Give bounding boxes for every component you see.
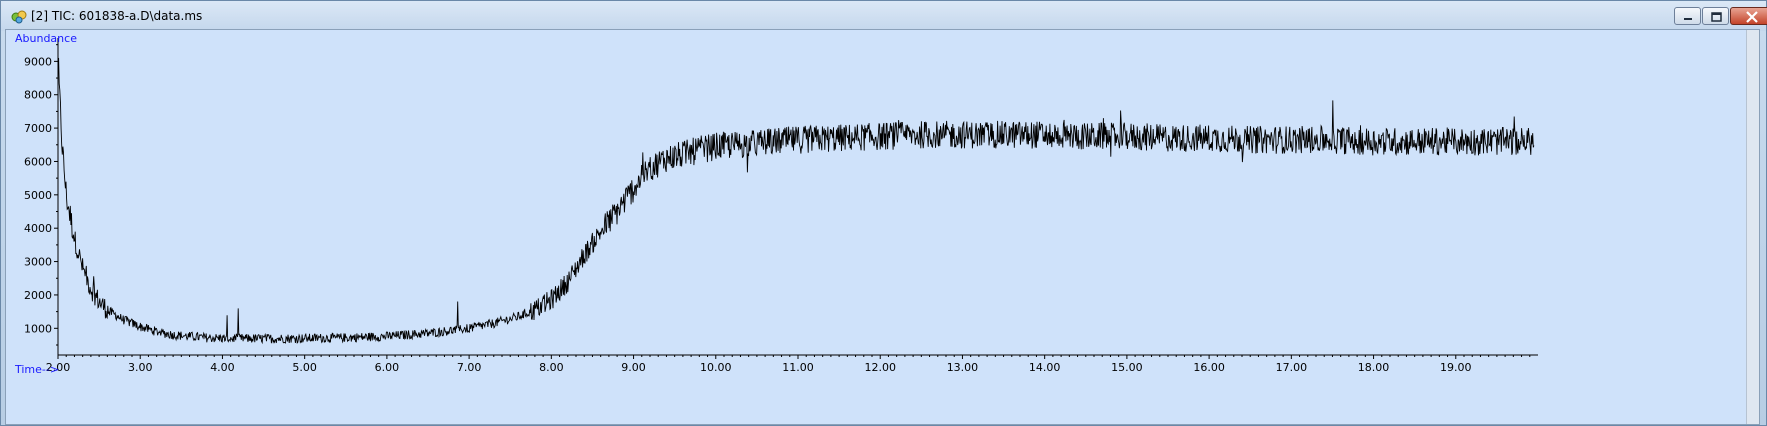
x-tick-label: 7.00 [457,361,482,374]
plot-frame: 1000 2000 3000 4000 5000 6000 7000 8000 9000 2.00… [5,29,1760,425]
y-tick-label: 9000 [24,55,52,68]
x-tick-label: 9.00 [621,361,646,374]
window-title: [2] TIC: 601838-a.D\data.ms [31,9,203,23]
minimize-button[interactable] [1674,7,1701,25]
minimize-icon [1684,18,1692,20]
chromatogram-app-icon [11,10,27,24]
y-tick-label: 8000 [24,89,52,102]
x-tick-label: 6.00 [375,361,400,374]
y-tick-label: 5000 [24,189,52,202]
close-icon [1746,11,1758,23]
y-tick-label: 2000 [24,289,52,302]
x-tick-label: 13.00 [947,361,979,374]
x-tick-label: 18.00 [1358,361,1390,374]
x-tick-label: 11.00 [782,361,814,374]
x-tick-label: 12.00 [864,361,896,374]
x-tick-label: 2.00 [46,361,71,374]
y-tick-label: 3000 [24,256,52,269]
x-tick-label: 19.00 [1440,361,1472,374]
x-tick-label: 3.00 [128,361,153,374]
x-tick-label: 4.00 [210,361,235,374]
y-axis-label: Abundance [15,32,77,45]
close-button[interactable] [1730,7,1767,25]
x-tick-label: 14.00 [1029,361,1061,374]
x-tick-label: 16.00 [1193,361,1225,374]
tic-chart: 1000 2000 3000 4000 5000 6000 7000 8000 9000 2.00… [24,38,1538,374]
restore-button[interactable] [1702,7,1729,25]
plot-area[interactable] [6,30,1759,424]
y-tick-label: 4000 [24,222,52,235]
y-tick-label: 1000 [24,322,52,335]
window-titlebar[interactable]: [2] TIC: 601838-a.D\data.ms [1,1,1767,31]
tic-series-line [57,57,1535,345]
y-tick-label: 7000 [24,122,52,135]
y-tick-label: 6000 [24,155,52,168]
restore-icon [1711,12,1722,22]
x-tick-label: 5.00 [292,361,317,374]
x-tick-label: 15.00 [1111,361,1143,374]
x-tick-label: 10.00 [700,361,732,374]
vertical-scroll-edge[interactable] [1746,30,1759,424]
x-tick-label: 17.00 [1276,361,1308,374]
x-axis-label: Time--> [15,363,60,376]
x-tick-label: 8.00 [539,361,564,374]
